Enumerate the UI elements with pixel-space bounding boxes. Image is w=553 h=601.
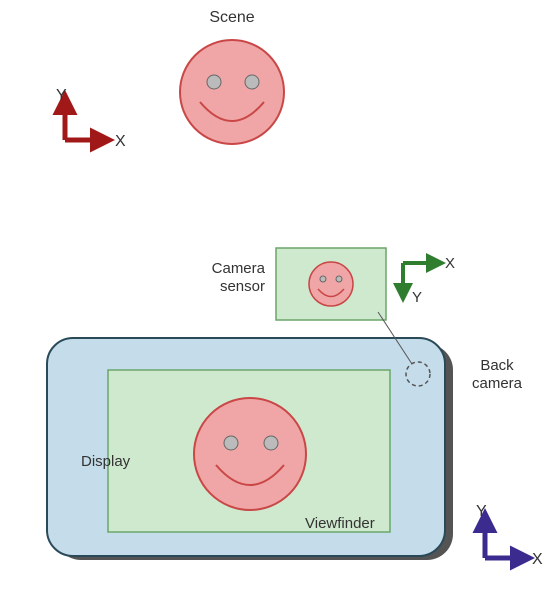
- phone-axis-y-label: Y: [476, 503, 487, 520]
- camera-sensor-label-1: Camera: [212, 260, 266, 277]
- diagram: Scene X Y Camera sensor X Y: [0, 0, 553, 601]
- sensor-face-eye-right: [336, 276, 342, 282]
- scene-face-eye-left: [207, 75, 221, 89]
- phone-face-head: [194, 398, 306, 510]
- sensor-face-head: [309, 262, 353, 306]
- phone: [47, 312, 453, 560]
- sensor-axis-y-label: Y: [412, 289, 422, 306]
- world-axis-y-label: Y: [56, 87, 67, 104]
- camera-sensor-label-2: sensor: [220, 278, 265, 295]
- world-axis-x-label: X: [115, 133, 126, 150]
- back-camera-label-2: camera: [472, 375, 523, 392]
- phone-face-eye-right: [264, 436, 278, 450]
- back-camera-label-1: Back: [480, 357, 514, 374]
- phone-face-eye-left: [224, 436, 238, 450]
- sensor-face-eye-left: [320, 276, 326, 282]
- phone-axis-x-label: X: [532, 551, 543, 568]
- scene-face-eye-right: [245, 75, 259, 89]
- sensor-axis-x-label: X: [445, 255, 455, 272]
- world-axes: X Y: [56, 87, 126, 150]
- viewfinder-label: Viewfinder: [305, 515, 375, 532]
- phone-face: [194, 398, 306, 510]
- camera-sensor: [276, 248, 386, 320]
- phone-axes: X Y: [476, 503, 543, 568]
- sensor-axes: X Y: [403, 255, 455, 306]
- sensor-face: [309, 262, 353, 306]
- scene-label: Scene: [209, 9, 254, 26]
- display-label: Display: [81, 453, 131, 470]
- scene-face-head: [180, 40, 284, 144]
- scene-face: [180, 40, 284, 144]
